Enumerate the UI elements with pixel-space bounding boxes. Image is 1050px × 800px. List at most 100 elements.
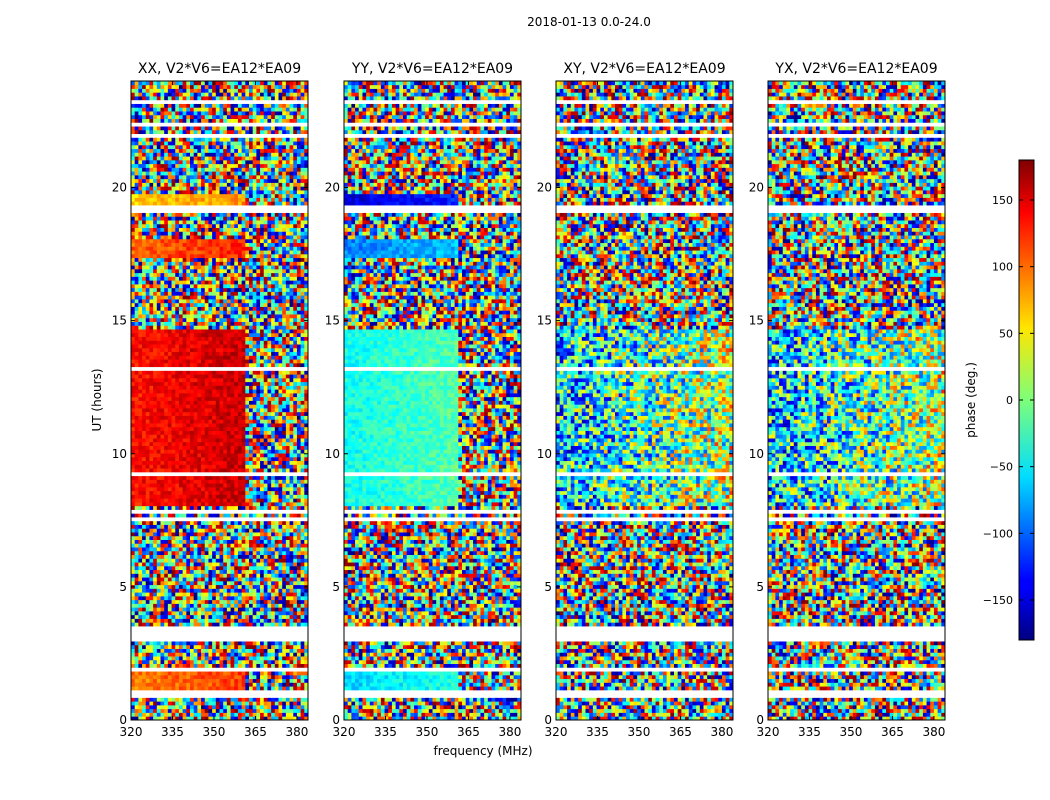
heatmap-cell	[142, 682, 147, 687]
heatmap-cell	[164, 633, 169, 638]
heatmap-cell	[164, 554, 169, 559]
heatmap-cell	[160, 445, 165, 450]
heatmap-cell	[278, 708, 283, 713]
heatmap-cell	[223, 434, 228, 439]
heatmap-cell	[178, 329, 184, 334]
heatmap-cell	[153, 607, 158, 612]
heatmap-cell	[145, 449, 150, 454]
heatmap-cell	[289, 483, 294, 488]
heatmap-cell	[293, 385, 298, 390]
heatmap-cell	[300, 396, 305, 401]
heatmap-cell	[204, 381, 209, 386]
heatmap-cell	[249, 648, 254, 653]
heatmap-cell	[226, 501, 231, 507]
heatmap-cell	[219, 501, 224, 507]
heatmap-cell	[300, 599, 305, 604]
heatmap-cell	[186, 603, 191, 608]
heatmap-cell	[164, 663, 169, 668]
heatmap-cell	[156, 701, 161, 706]
heatmap-cell	[197, 471, 202, 477]
heatmap-cell	[285, 547, 290, 552]
heatmap-cell	[234, 607, 239, 612]
heatmap-cell	[171, 607, 176, 612]
heatmap-cell	[182, 347, 187, 353]
heatmap-cell	[263, 644, 268, 649]
heatmap-cell	[145, 490, 150, 495]
heatmap-cell	[296, 610, 302, 616]
heatmap-cell	[178, 332, 184, 337]
heatmap-cell	[178, 678, 184, 683]
heatmap-cell	[153, 517, 158, 522]
heatmap-cell	[274, 547, 279, 552]
heatmap-cell	[171, 471, 176, 477]
heatmap-cell	[131, 659, 136, 665]
heatmap-cell	[245, 539, 250, 544]
heatmap-cell	[149, 408, 154, 413]
heatmap-cell	[285, 667, 290, 672]
heatmap-cell	[293, 501, 298, 507]
heatmap-cell	[263, 648, 268, 653]
heatmap-cell	[167, 501, 172, 507]
heatmap-cell	[193, 697, 198, 702]
heatmap-cell	[260, 426, 265, 431]
heatmap-cell	[296, 486, 302, 492]
heatmap-cell	[131, 340, 136, 345]
heatmap-cell	[249, 607, 254, 612]
heatmap-cell	[223, 396, 228, 401]
heatmap-cell	[186, 712, 191, 717]
heatmap-cell	[171, 562, 176, 567]
heatmap-cell	[234, 569, 239, 574]
heatmap-cell	[212, 610, 217, 616]
heatmap-cell	[271, 479, 276, 484]
heatmap-cell	[193, 490, 198, 495]
heatmap-cell	[260, 408, 265, 413]
heatmap-cell	[278, 423, 283, 428]
heatmap-cell	[219, 607, 224, 612]
heatmap-cell	[142, 704, 147, 710]
heatmap-cell	[134, 460, 139, 465]
heatmap-cell	[145, 453, 150, 458]
heatmap-cell	[300, 708, 305, 713]
heatmap-cell	[274, 607, 279, 612]
heatmap-cell	[149, 569, 154, 574]
heatmap-cell	[153, 667, 158, 672]
heatmap-cell	[274, 701, 279, 706]
heatmap-cell	[201, 554, 206, 559]
heatmap-cell	[285, 430, 290, 435]
heatmap-cell	[296, 595, 302, 601]
heatmap-cell	[175, 460, 180, 465]
heatmap-cell	[285, 520, 290, 525]
heatmap-cell	[164, 535, 169, 540]
heatmap-cell	[230, 332, 235, 337]
heatmap-cell	[208, 362, 213, 368]
heatmap-cell	[282, 543, 287, 548]
heatmap-cell	[175, 490, 180, 495]
heatmap-cell	[249, 674, 254, 680]
heatmap-cell	[175, 453, 180, 458]
heatmap-cell	[204, 332, 209, 337]
heatmap-cell	[263, 460, 268, 465]
heatmap-cell	[245, 381, 250, 386]
heatmap-cell	[260, 562, 265, 567]
heatmap-cell	[164, 483, 169, 488]
heatmap-cell	[204, 693, 209, 698]
heatmap-cell	[171, 539, 176, 544]
heatmap-cell	[212, 344, 217, 349]
heatmap-cell	[178, 471, 184, 477]
heatmap-cell	[252, 569, 257, 574]
heatmap-cell	[271, 392, 276, 398]
heatmap-cell	[149, 453, 154, 458]
heatmap-cell	[167, 558, 172, 563]
heatmap-cell	[153, 438, 158, 443]
heatmap-cell	[256, 697, 261, 702]
heatmap-cell	[171, 456, 176, 462]
heatmap-cell	[245, 351, 250, 356]
heatmap-cell	[153, 362, 158, 368]
heatmap-cell	[197, 460, 202, 465]
heatmap-cell	[278, 592, 283, 597]
heatmap-cell	[267, 408, 272, 413]
heatmap-cell	[263, 336, 268, 341]
heatmap-cell	[271, 689, 276, 695]
heatmap-cell	[219, 584, 224, 589]
heatmap-cell	[219, 377, 224, 383]
